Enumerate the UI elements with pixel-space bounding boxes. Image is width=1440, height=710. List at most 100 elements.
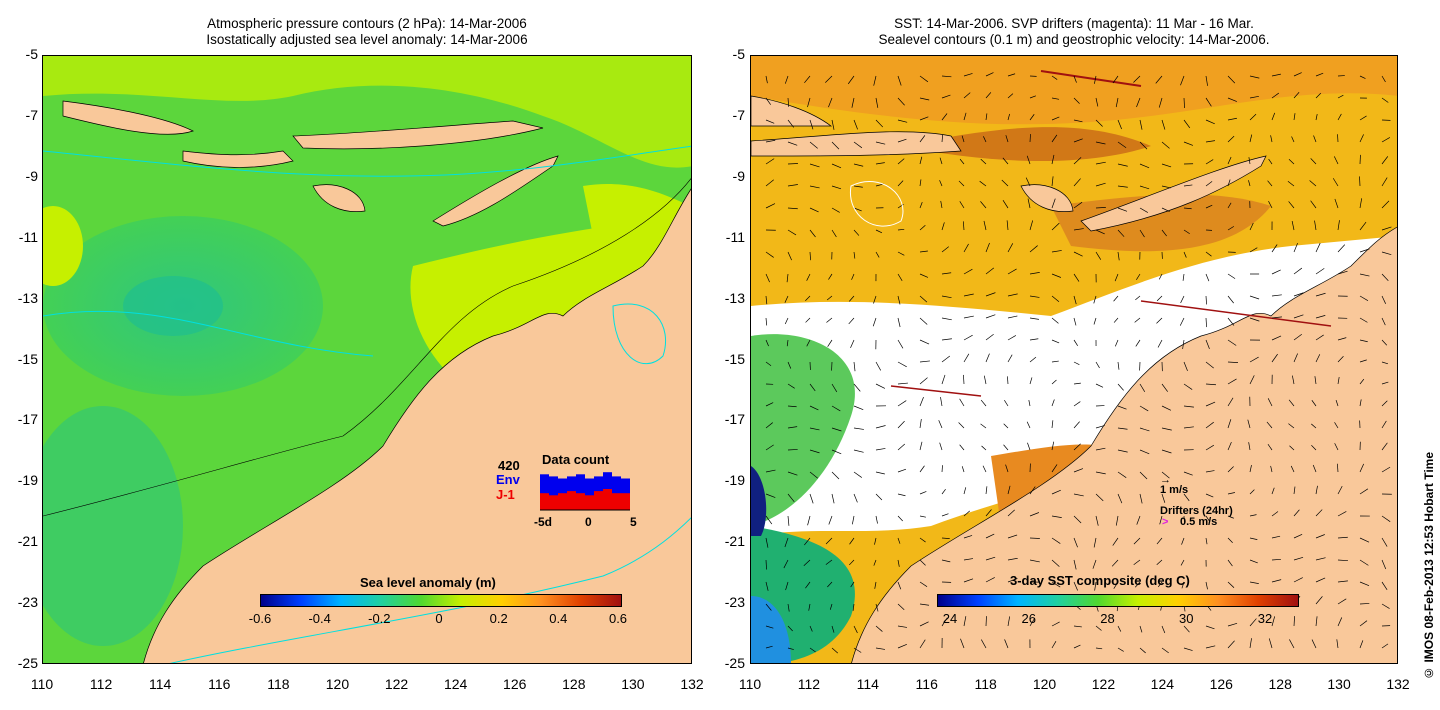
left-x-tick: 126: [503, 676, 527, 692]
velocity-arrow: [1029, 272, 1040, 275]
velocity-arrow: [1007, 578, 1018, 583]
velocity-arrow: [1005, 135, 1009, 143]
velocity-arrow: [852, 603, 855, 611]
velocity-arrow: [809, 141, 818, 149]
velocity-arrow: [875, 141, 886, 145]
sst-hot-band-mid: [1051, 194, 1271, 252]
velocity-arrow: [1359, 640, 1364, 649]
velocity-arrow: [919, 225, 926, 231]
velocity-arrow: [853, 449, 864, 453]
velocity-arrow: [831, 427, 842, 432]
velocity-arrow: [1117, 207, 1128, 212]
velocity-arrow: [1183, 229, 1190, 235]
velocity-arrow: [847, 75, 855, 85]
sea-level-anomaly-map[interactable]: [42, 55, 692, 664]
velocity-arrow: [1381, 381, 1389, 385]
velocity-arrow: [1359, 273, 1370, 277]
velocity-arrow: [1073, 443, 1081, 451]
velocity-arrow: [1028, 400, 1031, 407]
velocity-arrow: [1095, 97, 1099, 107]
velocity-arrow: [809, 383, 816, 392]
data-count-tick-0: 0: [585, 515, 592, 529]
velocity-arrow: [1136, 273, 1141, 280]
data-count-tick-neg5: -5d: [534, 515, 552, 529]
velocity-arrow: [1161, 493, 1166, 503]
velocity-arrow: [1073, 421, 1080, 429]
velocity-arrow: [1249, 356, 1259, 363]
velocity-arrow: [1205, 493, 1214, 498]
velocity-arrow: [853, 405, 864, 410]
velocity-arrow: [1005, 464, 1009, 473]
velocity-arrow: [1359, 115, 1367, 121]
velocity-arrow: [1073, 201, 1083, 209]
colorbar-tick: -0.2: [368, 611, 391, 626]
velocity-arrow: [1227, 466, 1234, 473]
left-x-tick: 118: [267, 676, 290, 692]
velocity-arrow: [1073, 625, 1082, 628]
left-y-tick: -5: [25, 46, 38, 62]
velocity-arrow: [1315, 616, 1318, 627]
velocity-arrow: [897, 251, 905, 256]
velocity-arrow: [897, 493, 906, 497]
velocity-arrow: [1051, 250, 1062, 253]
left-y-tick: -9: [25, 167, 38, 184]
velocity-arrow: [875, 162, 885, 165]
velocity-arrow: [1051, 75, 1058, 80]
velocity-arrow: [1381, 97, 1389, 103]
velocity-arrow: [919, 156, 923, 165]
velocity-arrow: [1337, 559, 1348, 562]
velocity-arrow: [1381, 75, 1386, 83]
velocity-arrow: [1161, 625, 1166, 634]
velocity-arrow: [1205, 181, 1213, 187]
velocity-arrow: [1095, 493, 1104, 502]
velocity-arrow: [1249, 317, 1260, 322]
velocity-arrow: [1183, 184, 1193, 187]
velocity-arrow: [1183, 383, 1193, 390]
velocity-arrow: [1205, 645, 1216, 649]
velocity-arrow: [1249, 618, 1257, 627]
velocity-arrow: [1227, 226, 1235, 231]
velocity-arrow: [784, 75, 789, 84]
copyright-notice: © IMOS 08-Feb-2013 12:53 Hobart Time: [1422, 452, 1436, 680]
velocity-arrow: [1227, 75, 1236, 84]
velocity-arrow: [765, 251, 774, 258]
velocity-arrow: [1293, 353, 1298, 363]
velocity-arrow: [919, 397, 924, 407]
velocity-arrow: [1007, 73, 1016, 77]
velocity-arrow: [919, 295, 928, 303]
velocity-arrow: [1051, 581, 1061, 588]
velocity-arrow: [1115, 97, 1119, 108]
velocity-arrow: [981, 639, 987, 649]
velocity-arrow: [1293, 533, 1303, 539]
velocity-arrow: [919, 537, 926, 543]
sst-map[interactable]: [750, 55, 1398, 664]
velocity-arrow: [1288, 158, 1295, 165]
velocity-arrow: [784, 295, 789, 303]
velocity-arrow: [825, 75, 833, 83]
velocity-arrow: [807, 515, 811, 526]
velocity-arrow: [1117, 119, 1122, 130]
velocity-arrow: [1161, 163, 1172, 168]
velocity-arrow: [1249, 489, 1255, 495]
velocity-arrow: [1158, 273, 1163, 280]
velocity-arrow: [1156, 295, 1163, 302]
velocity-arrow: [1315, 577, 1326, 583]
velocity-arrow: [1267, 443, 1273, 451]
velocity-arrow: [1249, 134, 1253, 143]
velocity-arrow: [1029, 486, 1036, 495]
right-y-tick: -25: [724, 655, 745, 671]
data-count-env-label: Env: [496, 472, 520, 487]
velocity-arrow: [1161, 185, 1171, 189]
velocity-arrow: [1004, 400, 1009, 407]
velocity-arrow: [1094, 75, 1097, 84]
velocity-arrow: [1114, 339, 1119, 347]
velocity-arrow: [787, 426, 798, 429]
velocity-arrow: [787, 471, 798, 476]
velocity-arrow: [809, 207, 819, 213]
velocity-arrow: [805, 581, 811, 589]
velocity-arrow: [853, 229, 860, 236]
colorbar-tick: 0.2: [489, 611, 508, 626]
velocity-arrow: [1051, 559, 1060, 567]
velocity-arrow: [1051, 134, 1058, 143]
velocity-arrow: [1314, 376, 1317, 385]
